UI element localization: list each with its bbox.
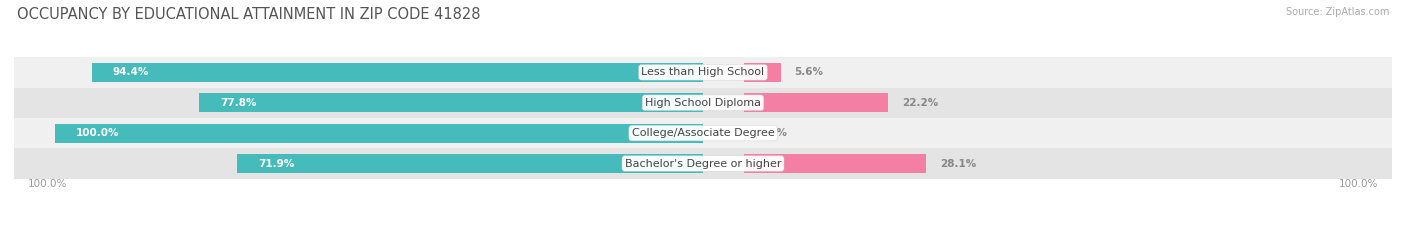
Bar (238, 154, 703, 173)
Bar (744, 93, 889, 112)
Text: 0.0%: 0.0% (758, 128, 787, 138)
Text: 94.4%: 94.4% (112, 67, 149, 77)
Bar (14, 88, 1392, 118)
Bar (744, 63, 780, 82)
Bar (55, 124, 703, 143)
Bar (14, 118, 1392, 148)
Bar (91, 63, 703, 82)
Bar (14, 57, 1392, 88)
Text: 100.0%: 100.0% (76, 128, 120, 138)
Text: 22.2%: 22.2% (901, 98, 938, 108)
Text: 71.9%: 71.9% (259, 158, 294, 168)
Bar (14, 148, 1392, 179)
Text: 28.1%: 28.1% (941, 158, 976, 168)
Text: 5.6%: 5.6% (794, 67, 824, 77)
Text: 77.8%: 77.8% (219, 98, 256, 108)
Text: Less than High School: Less than High School (641, 67, 765, 77)
Text: 100.0%: 100.0% (28, 179, 67, 189)
Bar (744, 154, 927, 173)
Text: OCCUPANCY BY EDUCATIONAL ATTAINMENT IN ZIP CODE 41828: OCCUPANCY BY EDUCATIONAL ATTAINMENT IN Z… (17, 7, 481, 22)
Text: 100.0%: 100.0% (1339, 179, 1378, 189)
Text: Bachelor's Degree or higher: Bachelor's Degree or higher (624, 158, 782, 168)
Text: Source: ZipAtlas.com: Source: ZipAtlas.com (1285, 7, 1389, 17)
Text: High School Diploma: High School Diploma (645, 98, 761, 108)
Bar (200, 93, 703, 112)
Text: College/Associate Degree: College/Associate Degree (631, 128, 775, 138)
